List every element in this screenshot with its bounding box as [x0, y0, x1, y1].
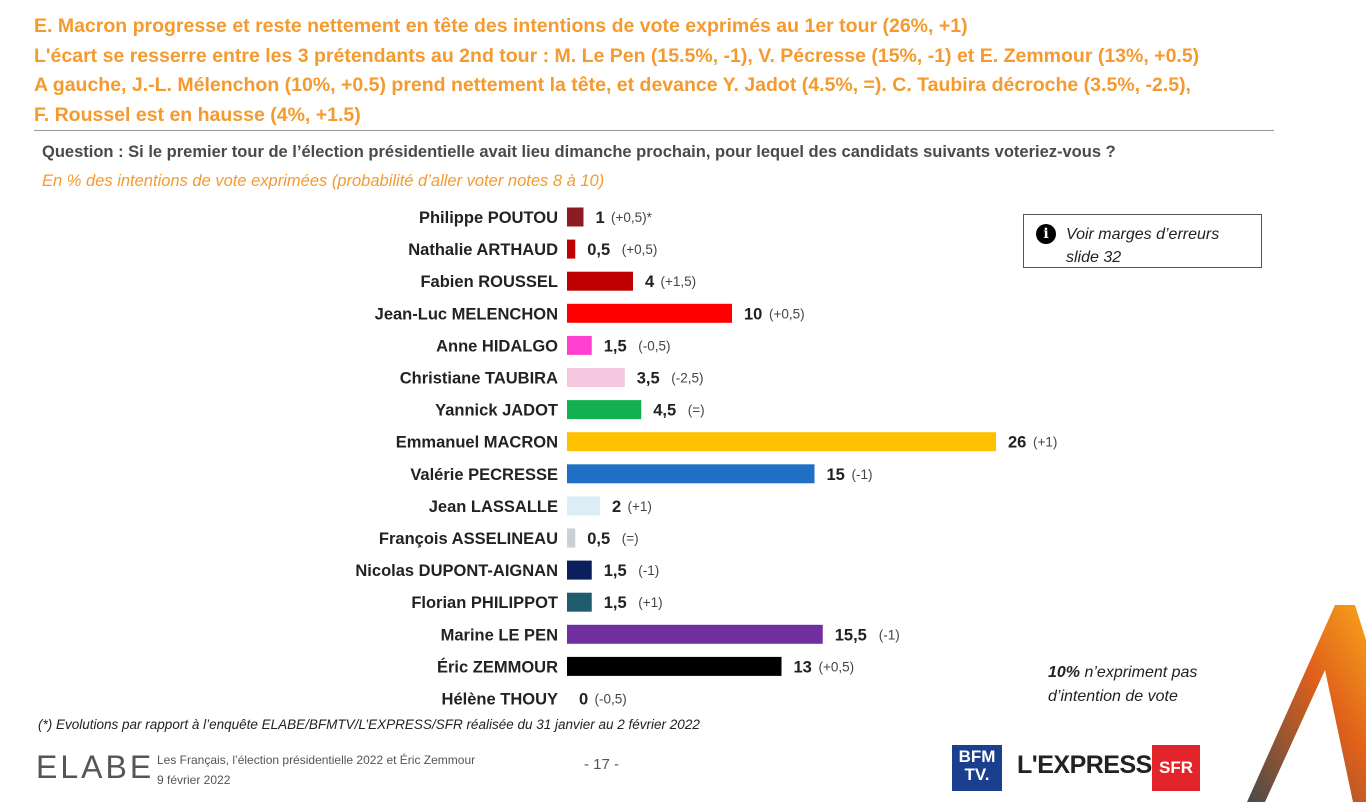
bar [567, 271, 633, 291]
change-label: (+1) [1033, 435, 1057, 450]
change-label: (-0,5) [595, 692, 627, 707]
footer-study-info: Les Français, l’élection présidentielle … [157, 750, 475, 790]
value-label: 15 [827, 466, 845, 484]
change-label: (+1) [638, 595, 662, 610]
margin-note-text: Voir marges d’erreurs slide 32 [1066, 226, 1220, 266]
bar [567, 432, 996, 452]
value-label: 4 [645, 273, 655, 291]
abstention-value: 10% [1048, 664, 1081, 681]
elabe-logo: ELABE [36, 749, 155, 785]
candidate-label: Marine LE PEN [441, 626, 558, 644]
candidate-label: Jean-Luc MELENCHON [375, 305, 558, 323]
candidate-label: Emmanuel MACRON [396, 434, 558, 452]
value-label: 0,5 [587, 241, 610, 259]
footnote: (*) Evolutions par rapport à l’enquête E… [38, 717, 700, 732]
headline-line-4: F. Roussel est en hausse (4%, +1.5) [34, 103, 361, 126]
change-label: (+1) [628, 499, 652, 514]
bar [567, 560, 592, 580]
change-label: (=) [622, 531, 639, 546]
bar [567, 624, 823, 644]
divider [34, 130, 1274, 131]
value-label: 26 [1008, 434, 1026, 452]
abstention-text: n’expriment pas d’intention de vote [1048, 664, 1198, 705]
change-label: (+0,5) [819, 659, 855, 674]
headline-line-3: A gauche, J.-L. Mélenchon (10%, +0.5) pr… [34, 74, 1191, 96]
value-label: 3,5 [637, 370, 660, 388]
bar [567, 239, 576, 259]
change-label: (-2,5) [671, 371, 703, 386]
change-label: (=) [688, 403, 705, 418]
lexpress-logo: L'EXPRESS [1017, 751, 1152, 779]
value-label: 1,5 [604, 337, 627, 355]
candidate-label: Hélène THOUY [442, 691, 558, 709]
value-label: 1,5 [604, 562, 627, 580]
bfmtv-logo: BFM TV. [952, 745, 1002, 791]
info-icon: i [1036, 224, 1056, 244]
candidate-label: Éric ZEMMOUR [437, 657, 558, 676]
study-date: 9 février 2022 [157, 773, 231, 787]
bar [567, 368, 625, 387]
value-label: 15,5 [835, 626, 867, 644]
value-label: 0 [579, 691, 588, 709]
value-label: 10 [744, 305, 762, 323]
value-label: 2 [612, 498, 621, 516]
value-label: 4,5 [653, 402, 676, 420]
change-label: (+1,5) [661, 274, 697, 289]
candidate-label: Yannick JADOT [435, 402, 558, 420]
candidate-label: Nathalie ARTHAUD [408, 241, 558, 259]
abstention-note: 10% n’expriment pas d’intention de vote [1048, 661, 1248, 709]
change-label: (+0,5) [622, 242, 658, 257]
bar [567, 656, 782, 676]
headline-line-2: L'écart se resserre entre les 3 prétenda… [34, 44, 1200, 67]
bar [567, 496, 600, 516]
bar [567, 592, 592, 612]
bar [567, 400, 642, 420]
candidate-label: Valérie PECRESSE [410, 466, 558, 484]
bar [567, 207, 584, 227]
change-label: (-1) [638, 563, 659, 578]
value-label: 13 [794, 658, 812, 676]
candidate-label: Florian PHILIPPOT [411, 594, 558, 612]
bar [567, 528, 576, 548]
margin-note-box: i Voir marges d’erreurs slide 32 [1023, 214, 1262, 268]
bar [567, 303, 732, 323]
bar [567, 335, 592, 355]
value-label: 0,5 [587, 530, 610, 548]
change-label: (-1) [852, 467, 873, 482]
survey-question: Question : Si le premier tour de l’élect… [42, 143, 1116, 161]
candidate-label: Anne HIDALGO [436, 337, 558, 355]
headline-line-1: E. Macron progresse et reste nettement e… [34, 15, 968, 37]
chart-subtitle: En % des intentions de vote exprimées (p… [42, 172, 605, 190]
page-number: - 17 - [584, 756, 620, 773]
candidate-label: François ASSELINEAU [379, 530, 558, 548]
value-label: 1 [596, 209, 605, 227]
candidate-label: Christiane TAUBIRA [400, 370, 558, 388]
sfr-logo: SFR [1152, 745, 1200, 791]
value-label: 1,5 [604, 594, 627, 612]
candidate-label: Philippe POUTOU [419, 209, 558, 227]
change-label: (-0,5) [638, 338, 670, 353]
headline: E. Macron progresse et reste nettement e… [34, 12, 1324, 130]
change-label: (-1) [879, 627, 900, 642]
bar [567, 464, 815, 484]
candidate-label: Nicolas DUPONT-AIGNAN [355, 562, 558, 580]
change-label: (+0,5) [769, 306, 805, 321]
study-title: Les Français, l’élection présidentielle … [157, 753, 476, 767]
decorative-a-shape [1247, 605, 1366, 802]
candidate-label: Jean LASSALLE [429, 498, 558, 516]
candidate-label: Fabien ROUSSEL [420, 273, 558, 291]
change-label: (+0,5)* [611, 210, 653, 225]
